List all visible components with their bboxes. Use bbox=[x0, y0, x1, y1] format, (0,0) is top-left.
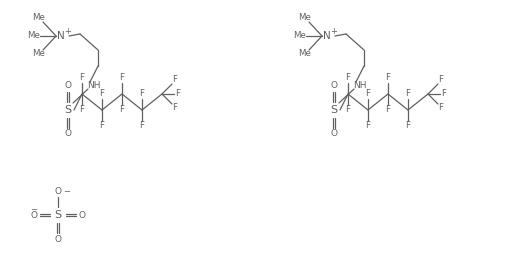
Text: F: F bbox=[79, 105, 85, 115]
Text: O: O bbox=[31, 210, 38, 219]
Text: NH: NH bbox=[87, 80, 101, 89]
Text: F: F bbox=[345, 105, 351, 115]
Text: F: F bbox=[442, 89, 446, 99]
Text: F: F bbox=[345, 73, 351, 83]
Text: +: + bbox=[331, 26, 338, 36]
Text: O: O bbox=[54, 187, 61, 197]
Text: F: F bbox=[79, 73, 85, 83]
Text: S: S bbox=[331, 105, 338, 115]
Text: N: N bbox=[57, 31, 65, 41]
Text: F: F bbox=[172, 76, 178, 84]
Text: F: F bbox=[176, 89, 180, 99]
Text: Me: Me bbox=[298, 49, 312, 58]
Text: F: F bbox=[439, 76, 443, 84]
Text: O: O bbox=[65, 81, 71, 91]
Text: S: S bbox=[65, 105, 71, 115]
Text: F: F bbox=[99, 89, 105, 99]
Text: O: O bbox=[65, 129, 71, 139]
Text: F: F bbox=[386, 105, 390, 115]
Text: F: F bbox=[366, 121, 370, 131]
Text: O: O bbox=[78, 210, 86, 219]
Text: O: O bbox=[331, 81, 338, 91]
Text: F: F bbox=[172, 104, 178, 112]
Text: N: N bbox=[323, 31, 331, 41]
Text: F: F bbox=[439, 104, 443, 112]
Text: F: F bbox=[99, 121, 105, 131]
Text: −: − bbox=[31, 206, 38, 214]
Text: F: F bbox=[386, 73, 390, 83]
Text: F: F bbox=[406, 121, 411, 131]
Text: Me: Me bbox=[33, 14, 45, 22]
Text: Me: Me bbox=[294, 32, 306, 41]
Text: +: + bbox=[65, 26, 71, 36]
Text: F: F bbox=[406, 89, 411, 99]
Text: F: F bbox=[366, 89, 370, 99]
Text: F: F bbox=[140, 121, 144, 131]
Text: Me: Me bbox=[28, 32, 40, 41]
Text: F: F bbox=[120, 105, 124, 115]
Text: −: − bbox=[63, 187, 70, 197]
Text: O: O bbox=[54, 234, 61, 244]
Text: F: F bbox=[120, 73, 124, 83]
Text: S: S bbox=[54, 210, 61, 220]
Text: F: F bbox=[140, 89, 144, 99]
Text: Me: Me bbox=[33, 49, 45, 58]
Text: NH: NH bbox=[353, 80, 367, 89]
Text: O: O bbox=[331, 129, 338, 139]
Text: Me: Me bbox=[298, 14, 312, 22]
